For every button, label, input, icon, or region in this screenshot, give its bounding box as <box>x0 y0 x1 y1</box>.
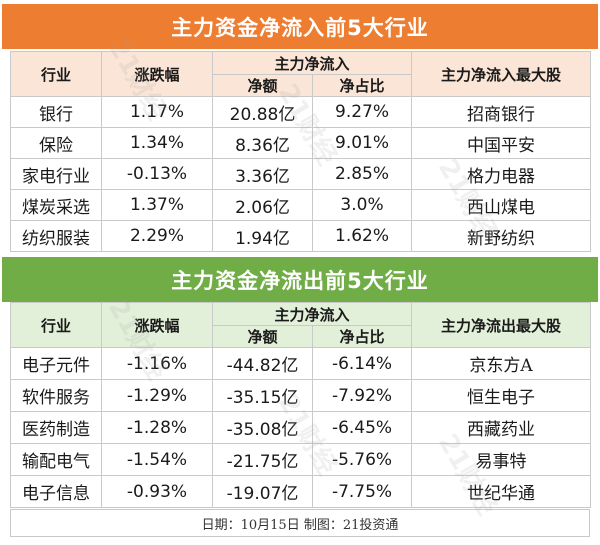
net-amount-cell: -19.07亿 <box>212 475 313 508</box>
header-top-stock: 主力净流出最大股 <box>411 302 592 348</box>
net-amount-cell: -35.15亿 <box>212 379 313 412</box>
table-row: 保险 1.34% 8.36亿 9.01% 中国平安 <box>10 127 592 159</box>
industry-cell: 纺织服装 <box>10 220 102 252</box>
net-ratio-cell: 9.27% <box>311 96 413 128</box>
header-industry: 行业 <box>10 51 102 97</box>
industry-cell: 银行 <box>10 96 102 128</box>
net-amount-cell: -35.08亿 <box>212 411 313 444</box>
net-ratio-cell: -6.45% <box>311 411 413 444</box>
industry-cell: 电子元件 <box>10 347 102 380</box>
industry-cell: 电子信息 <box>10 475 102 508</box>
outflow-table: 行业 涨跌幅 主力净流入 主力净流出最大股 净额 净占比 电子元件 -1.16%… <box>10 302 592 508</box>
table-row: 纺织服装 2.29% 1.94亿 1.62% 新野纺织 <box>10 220 592 252</box>
header-industry: 行业 <box>10 302 102 348</box>
header-net-ratio: 净占比 <box>311 325 413 348</box>
net-ratio-cell: 9.01% <box>311 127 413 159</box>
footer-credit: 日期：10月15日 制图：21投资通 <box>10 509 590 537</box>
change-cell: 1.37% <box>101 189 213 221</box>
net-amount-cell: -44.82亿 <box>212 347 313 380</box>
header-net-amount: 净额 <box>212 74 313 97</box>
change-cell: 1.34% <box>101 127 213 159</box>
net-amount-cell: 3.36亿 <box>212 158 313 190</box>
table-row: 家电行业 -0.13% 3.36亿 2.85% 格力电器 <box>10 158 592 190</box>
top-stock-cell: 易事特 <box>411 443 592 476</box>
net-ratio-cell: 3.0% <box>311 189 413 221</box>
industry-cell: 家电行业 <box>10 158 102 190</box>
top-stock-cell: 京东方A <box>411 347 592 380</box>
top-stock-cell: 新野纺织 <box>411 220 592 252</box>
outflow-title: 主力资金净流出前5大行业 <box>2 257 598 302</box>
table-row: 煤炭采选 1.37% 2.06亿 3.0% 西山煤电 <box>10 189 592 221</box>
top-stock-cell: 招商银行 <box>411 96 592 128</box>
header-net-ratio: 净占比 <box>311 74 413 97</box>
industry-cell: 煤炭采选 <box>10 189 102 221</box>
change-cell: -0.13% <box>101 158 213 190</box>
top-stock-cell: 西山煤电 <box>411 189 592 221</box>
table-row: 电子元件 -1.16% -44.82亿 -6.14% 京东方A <box>10 347 592 380</box>
header-net-amount: 净额 <box>212 325 313 348</box>
top-stock-cell: 中国平安 <box>411 127 592 159</box>
header-change: 涨跌幅 <box>101 51 213 97</box>
net-ratio-cell: 2.85% <box>311 158 413 190</box>
industry-cell: 医药制造 <box>10 411 102 444</box>
change-cell: -0.93% <box>101 475 213 508</box>
industry-cell: 软件服务 <box>10 379 102 412</box>
top-stock-cell: 恒生电子 <box>411 379 592 412</box>
change-cell: 1.17% <box>101 96 213 128</box>
change-cell: -1.29% <box>101 379 213 412</box>
net-ratio-cell: -6.14% <box>311 347 413 380</box>
net-amount-cell: -21.75亿 <box>212 443 313 476</box>
net-amount-cell: 20.88亿 <box>212 96 313 128</box>
industry-cell: 输配电气 <box>10 443 102 476</box>
outflow-header-row: 行业 涨跌幅 主力净流入 主力净流出最大股 <box>10 302 592 348</box>
inflow-header-row: 行业 涨跌幅 主力净流入 主力净流入最大股 <box>10 51 592 97</box>
net-amount-cell: 8.36亿 <box>212 127 313 159</box>
change-cell: -1.28% <box>101 411 213 444</box>
inflow-title: 主力资金净流入前5大行业 <box>2 4 598 49</box>
header-net-inflow-group: 主力净流入 <box>211 51 413 75</box>
net-ratio-cell: -7.75% <box>311 475 413 508</box>
industry-cell: 保险 <box>10 127 102 159</box>
top-stock-cell: 世纪华通 <box>411 475 592 508</box>
header-top-stock: 主力净流入最大股 <box>411 51 592 97</box>
top-stock-cell: 格力电器 <box>411 158 592 190</box>
table-row: 电子信息 -0.93% -19.07亿 -7.75% 世纪华通 <box>10 475 592 508</box>
change-cell: -1.16% <box>101 347 213 380</box>
header-net-inflow-group: 主力净流入 <box>211 302 413 326</box>
net-ratio-cell: 1.62% <box>311 220 413 252</box>
net-ratio-cell: -7.92% <box>311 379 413 412</box>
header-change: 涨跌幅 <box>101 302 213 348</box>
net-amount-cell: 2.06亿 <box>212 189 313 221</box>
inflow-table: 行业 涨跌幅 主力净流入 主力净流入最大股 净额 净占比 银行 1.17% 20… <box>10 51 592 252</box>
net-amount-cell: 1.94亿 <box>212 220 313 252</box>
net-ratio-cell: -5.76% <box>311 443 413 476</box>
top-stock-cell: 西藏药业 <box>411 411 592 444</box>
table-row: 输配电气 -1.54% -21.75亿 -5.76% 易事特 <box>10 443 592 476</box>
table-row: 银行 1.17% 20.88亿 9.27% 招商银行 <box>10 96 592 128</box>
change-cell: -1.54% <box>101 443 213 476</box>
change-cell: 2.29% <box>101 220 213 252</box>
table-row: 软件服务 -1.29% -35.15亿 -7.92% 恒生电子 <box>10 379 592 412</box>
table-row: 医药制造 -1.28% -35.08亿 -6.45% 西藏药业 <box>10 411 592 444</box>
